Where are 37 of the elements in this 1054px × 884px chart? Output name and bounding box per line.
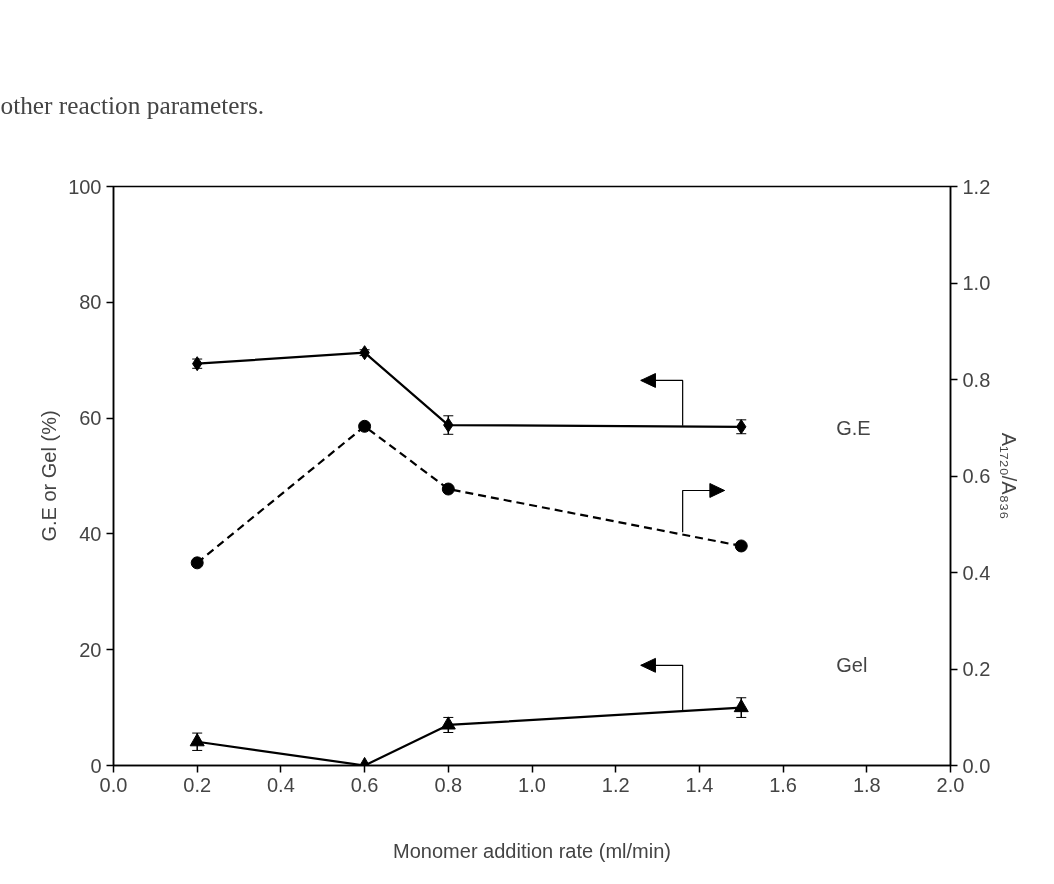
x-tick-label: 1.8 <box>852 773 881 796</box>
y2-tick-label: 0.2 <box>962 658 991 680</box>
point <box>358 419 372 433</box>
point <box>734 539 748 553</box>
y-tick-label: 0 <box>90 754 102 777</box>
x-tick-label: 1.2 <box>601 773 630 796</box>
y2-tick-label: 0.6 <box>962 465 991 487</box>
point <box>190 556 204 570</box>
text: G.E <box>836 416 871 439</box>
point <box>441 482 455 496</box>
y2-tick-label: 1.0 <box>962 272 991 294</box>
x-tick-label: 1.6 <box>769 773 798 796</box>
y-tick-label: 80 <box>79 291 102 314</box>
x-tick-label: 0.4 <box>267 773 295 796</box>
x-tick-label: 2.0 <box>936 773 965 796</box>
y2-axis-title: A₁₇₂₀/A₈₃₆ <box>998 432 1021 520</box>
x-tick-label: 0.8 <box>434 773 463 796</box>
x-tick-label: 0.6 <box>350 773 379 796</box>
x-axis-title: Monomer addition rate (ml/min) <box>393 839 671 862</box>
y-axis-title: G.E or Gel (%) <box>38 410 61 542</box>
x-tick-label: 0.2 <box>183 773 212 796</box>
y2-tick-label: 0.4 <box>962 561 991 584</box>
x-tick-label: 1.4 <box>685 773 714 796</box>
y-tick-label: 60 <box>79 407 102 430</box>
y-tick-label: 40 <box>79 522 102 545</box>
y2-tick-label: 1.2 <box>962 175 991 198</box>
x-tick-label: 1.0 <box>518 773 546 796</box>
point <box>440 716 456 730</box>
y2-tick-label: 0.0 <box>962 754 991 777</box>
y-tick-label: 20 <box>79 638 102 661</box>
y2-tick-label: 0.8 <box>962 368 991 391</box>
x-tick-label: 0.0 <box>99 773 128 796</box>
text: Gel <box>836 653 868 676</box>
text: other reaction parameters. <box>0 91 265 119</box>
y-tick-label: 100 <box>68 175 102 198</box>
point <box>189 733 205 747</box>
point <box>733 699 749 713</box>
